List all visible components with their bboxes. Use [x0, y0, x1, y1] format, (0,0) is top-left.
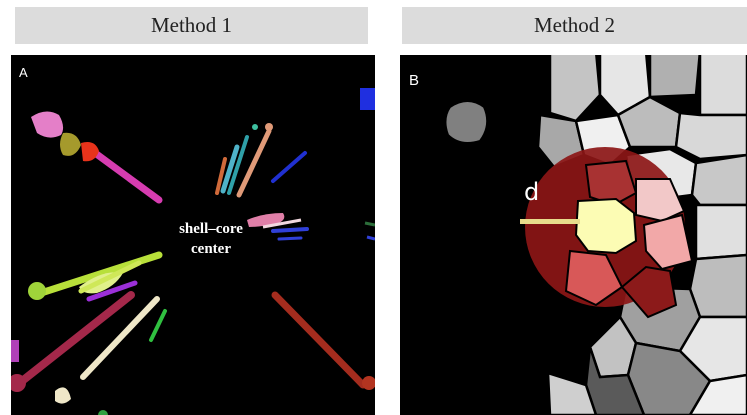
panel-b-graphic — [444, 55, 747, 415]
panel-a: A shell–core center — [11, 55, 375, 415]
panel-a-graphic — [11, 88, 375, 415]
header-method-2: Method 2 — [402, 7, 747, 44]
cell-track-green — [149, 309, 167, 342]
cell-edge-purple — [11, 340, 19, 362]
cell-track-crimson — [13, 291, 135, 389]
panel-b-label: B — [409, 72, 420, 89]
cell-track-right-middle — [247, 213, 375, 241]
cell-green-bottom — [98, 410, 108, 415]
cell-track-dark-red — [271, 291, 367, 389]
cell-track-blue-top — [271, 151, 307, 183]
isolated-cell — [444, 100, 489, 144]
cell-track-left-middle — [28, 251, 163, 302]
panel-a-label: A — [19, 65, 28, 80]
cell-track-beige — [80, 296, 160, 380]
center-cell — [574, 197, 638, 255]
distance-line — [520, 219, 580, 224]
cell-track-top-left — [31, 111, 163, 204]
distance-label: d — [524, 178, 540, 206]
cell-crimson-head — [11, 374, 26, 392]
shell-core-center-label: shell–core center — [151, 219, 271, 259]
center-label-line2: center — [191, 241, 231, 257]
cell-dark-red-head — [362, 376, 375, 390]
header-method-1: Method 1 — [15, 7, 368, 44]
center-label-line1: shell–core — [179, 221, 243, 237]
cell-track-top-center — [215, 123, 273, 198]
cell-edge-blue — [360, 88, 375, 110]
panel-b: B d — [400, 55, 747, 415]
cell-beige-head — [55, 387, 71, 404]
cell-mosaic — [536, 55, 747, 415]
highlight-cells — [564, 159, 694, 319]
